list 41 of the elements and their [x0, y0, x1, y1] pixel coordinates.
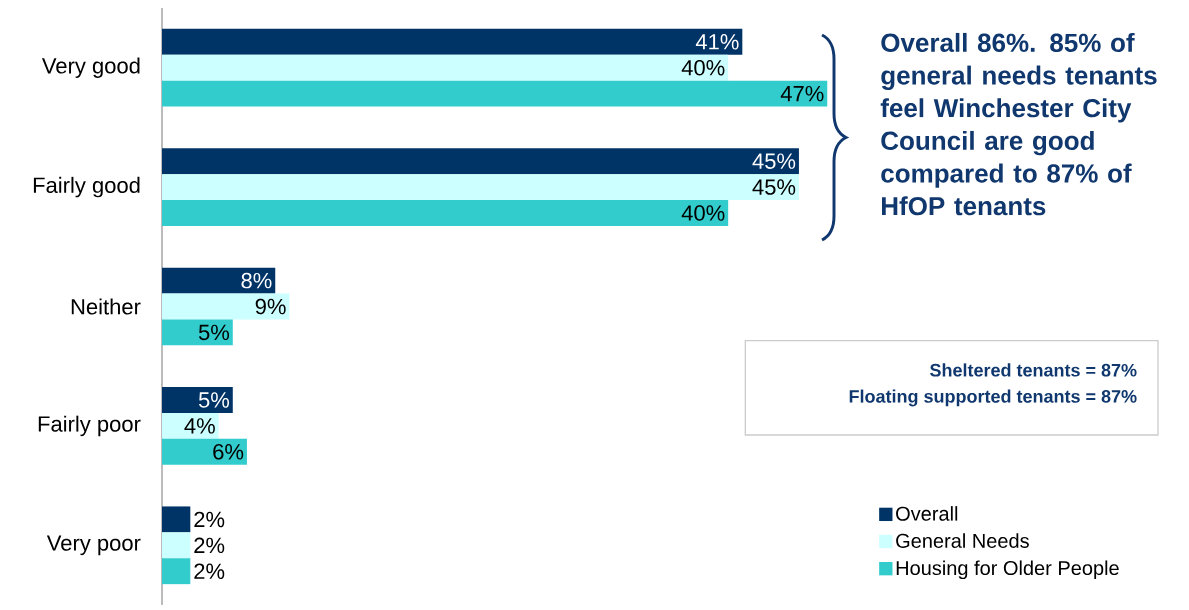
bar [162, 54, 729, 81]
bar [162, 267, 276, 294]
y-tick-label: Neither [71, 298, 141, 315]
bar [162, 319, 233, 346]
data-label: 47% [780, 85, 824, 102]
text: Floating supported tenants = 87% [849, 389, 1137, 407]
legend-label: Overall [896, 506, 958, 521]
bar [162, 293, 290, 320]
data-label: 5% [198, 324, 230, 341]
bar [162, 174, 799, 201]
legend-label: General Needs [896, 533, 1029, 548]
bar [162, 200, 729, 226]
data-label: 2% [194, 511, 225, 528]
data-label: 40% [681, 205, 725, 221]
bar [162, 148, 799, 175]
bar [162, 438, 247, 465]
data-label: 4% [184, 418, 215, 434]
data-label: 9% [255, 298, 286, 315]
bar [162, 387, 233, 413]
bar [162, 558, 191, 585]
y-tick-label: Very good [41, 57, 140, 78]
y-tick-label: Very poor [46, 535, 141, 556]
text: Overall 86%. 85% of general needs tenants feel Winchester City Council are good compared to 87% of HfOP tenants [880, 32, 1157, 216]
bar [162, 412, 219, 439]
data-label: 41% [695, 34, 739, 50]
text: Sheltered tenants = 87% [930, 363, 1137, 377]
data-label: 45% [752, 153, 796, 169]
y-tick-label: Fairly poor [38, 415, 141, 437]
data-label: 2% [194, 537, 225, 554]
bar [162, 28, 743, 55]
legend-label: Housing for Older People [896, 560, 1119, 580]
data-label: 8% [241, 272, 272, 289]
bar [162, 532, 191, 559]
data-label: 40% [681, 59, 725, 76]
bar [162, 506, 191, 533]
bar [162, 80, 828, 107]
data-label: 6% [213, 444, 244, 460]
data-label: 45% [752, 179, 796, 195]
y-tick-label: Fairly good [33, 176, 140, 198]
data-label: 5% [198, 392, 230, 408]
data-label: 2% [194, 563, 225, 579]
